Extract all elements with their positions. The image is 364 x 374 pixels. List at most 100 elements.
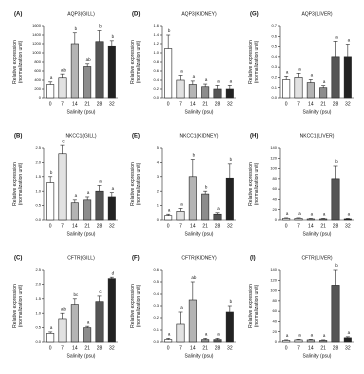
bar (46, 182, 55, 221)
significance-letter: b (230, 157, 233, 162)
x-tick-label: 14 (190, 101, 196, 107)
y-axis-label-line: (normalization unit) (254, 284, 260, 327)
y-axis-label-line: Relative expression (12, 40, 18, 84)
y-tick-label: 0.3 (153, 303, 159, 308)
x-tick-label: 14 (190, 223, 196, 229)
y-axis-label: Relative expression(normalization unit) (12, 162, 24, 206)
panel-label: (E) (132, 134, 140, 140)
bar (294, 77, 303, 99)
y-tick-label: 1.5 (35, 296, 41, 301)
y-tick-label: 1.2 (153, 41, 159, 46)
significance-letter: a (323, 79, 326, 84)
y-tick-label: 0.4 (153, 77, 159, 82)
y-tick-label: 0.6 (153, 267, 159, 272)
significance-letter: b (335, 159, 338, 164)
x-tick-label: 14 (190, 345, 196, 351)
x-tick-label: 7 (179, 345, 182, 351)
chart-title: AQP3(GILL) (67, 11, 95, 17)
y-axis-label-line: (normalization unit) (136, 284, 142, 327)
significance-letter: a (87, 190, 90, 195)
bar (319, 87, 328, 99)
x-tick-label: 0 (49, 101, 52, 107)
bar (164, 339, 173, 343)
bar (225, 88, 234, 99)
significance-letter: a (298, 211, 301, 216)
bar (306, 218, 315, 221)
significance-letter: b (205, 184, 208, 189)
y-tick-label: 40 (273, 196, 278, 201)
significance-letter: a (87, 319, 90, 324)
bar (164, 48, 173, 99)
bar (319, 218, 328, 221)
y-axis-label-line: (normalization unit) (254, 162, 260, 205)
x-tick-label: 32 (227, 223, 233, 229)
x-tick-label: 28 (333, 101, 339, 107)
significance-letter: a (348, 330, 351, 335)
y-tick-label: 2.0 (35, 281, 41, 286)
significance-letter: a (217, 79, 220, 84)
x-axis-label: Salinity (psu) (185, 353, 214, 359)
x-axis-label: Salinity (psu) (303, 231, 332, 237)
bar (213, 88, 222, 99)
y-axis-label-line: Relative expression (248, 40, 254, 84)
significance-letter: b (193, 153, 196, 158)
significance-letter: b (230, 299, 233, 304)
bar (201, 339, 210, 343)
bar (294, 218, 303, 221)
significance-letter: a (323, 212, 326, 217)
bar (188, 299, 197, 343)
bar (46, 84, 55, 99)
y-tick-label: 0.0 (271, 95, 277, 100)
bar (46, 333, 55, 343)
x-tick-label: 21 (320, 223, 326, 229)
significance-letter: a (217, 206, 220, 211)
chart-title: CFTR(LIVER) (301, 255, 332, 261)
x-tick-label: 28 (215, 101, 221, 107)
y-tick-label: 0.0 (153, 339, 159, 344)
significance-letter: b (168, 28, 171, 33)
y-tick-label: 600 (34, 68, 41, 73)
y-tick-label: 0.2 (153, 315, 159, 320)
panel-label: (C) (14, 256, 22, 262)
bar (95, 190, 104, 221)
bar (58, 318, 67, 343)
x-tick-label: 14 (308, 223, 314, 229)
y-tick-label: 120 (270, 277, 277, 282)
x-tick-label: 0 (167, 101, 170, 107)
bar (331, 56, 340, 99)
x-tick-label: 32 (109, 223, 115, 229)
x-tick-label: 32 (109, 345, 115, 351)
bar (176, 79, 185, 99)
significance-letter: a (180, 69, 183, 74)
significance-letter: a (311, 212, 314, 217)
y-tick-label: 2 (157, 188, 160, 193)
x-tick-label: 14 (308, 345, 314, 351)
significance-letter: a (311, 333, 314, 338)
y-tick-label: 0.6 (271, 33, 277, 38)
x-tick-label: 0 (285, 101, 288, 107)
bar (343, 337, 352, 343)
y-axis-label: Relative expression(normalization unit) (248, 284, 260, 328)
x-tick-label: 0 (49, 223, 52, 229)
chart-title: AQP3(KIDNEY) (181, 11, 217, 17)
bar (107, 196, 116, 221)
significance-letter: a (168, 207, 171, 212)
significance-letter: a (230, 79, 233, 84)
bar (164, 215, 173, 221)
y-tick-label: 60 (273, 186, 278, 191)
x-tick-label: 7 (297, 223, 300, 229)
x-tick-label: 32 (345, 101, 351, 107)
x-axis-label: Salinity (psu) (185, 231, 214, 237)
bar (225, 311, 234, 343)
bar (58, 153, 67, 221)
y-axis-label: Relative expression(normalization unit) (130, 40, 142, 84)
y-axis-label: Relative expression(normalization unit) (130, 162, 142, 206)
significance-letter: a (311, 73, 314, 78)
y-axis-label-line: (normalization unit) (254, 40, 260, 83)
y-tick-label: 0.5 (35, 203, 41, 208)
y-tick-label: 2.0 (35, 159, 41, 164)
y-tick-label: 40 (273, 318, 278, 323)
y-tick-label: 120 (270, 155, 277, 160)
significance-letter: b (112, 34, 115, 39)
